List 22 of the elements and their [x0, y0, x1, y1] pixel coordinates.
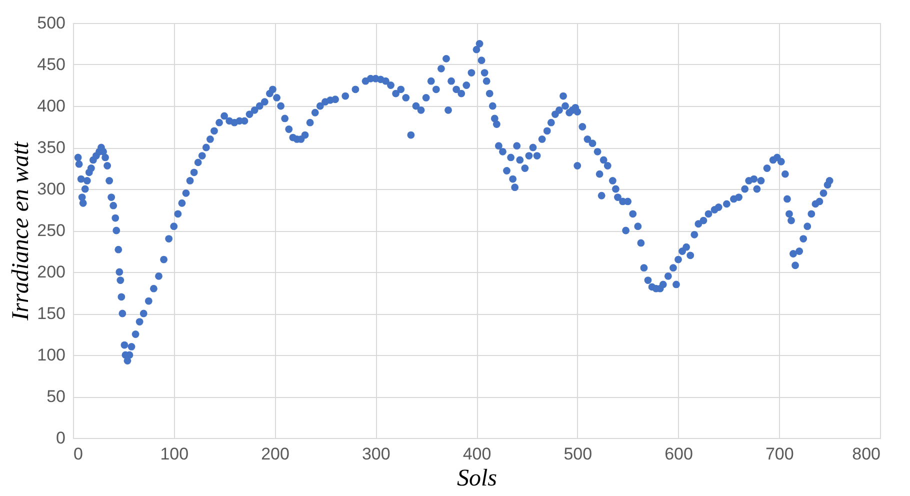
y-tick-label: 250	[37, 221, 66, 240]
x-tick-label: 600	[664, 444, 693, 464]
x-tick-label: 0	[74, 444, 83, 464]
x-tick-label: 200	[261, 444, 290, 464]
y-tick-label: 450	[37, 55, 66, 74]
y-tick-label: 350	[37, 138, 66, 157]
y-tick-label: 400	[37, 96, 66, 116]
y-tick-label: 500	[37, 14, 66, 32]
y-tick-label: 100	[37, 346, 66, 364]
x-tick-label: 300	[362, 444, 390, 464]
x-tick-label: 500	[564, 444, 592, 464]
y-tick-label: 300	[37, 180, 66, 198]
y-axis-title: Irradiance en watt	[8, 140, 34, 322]
x-tick-label: 700	[765, 444, 794, 464]
x-axis-title: Sols	[456, 466, 498, 492]
x-tick-label: 800	[852, 444, 880, 464]
y-tick-label: 200	[37, 262, 66, 282]
y-tick-label: 150	[37, 304, 66, 323]
x-tick-label: 100	[160, 444, 189, 464]
x-tick-label: 400	[462, 444, 492, 464]
y-tick-label: 50	[46, 387, 66, 406]
y-tick-label: 0	[56, 428, 66, 448]
